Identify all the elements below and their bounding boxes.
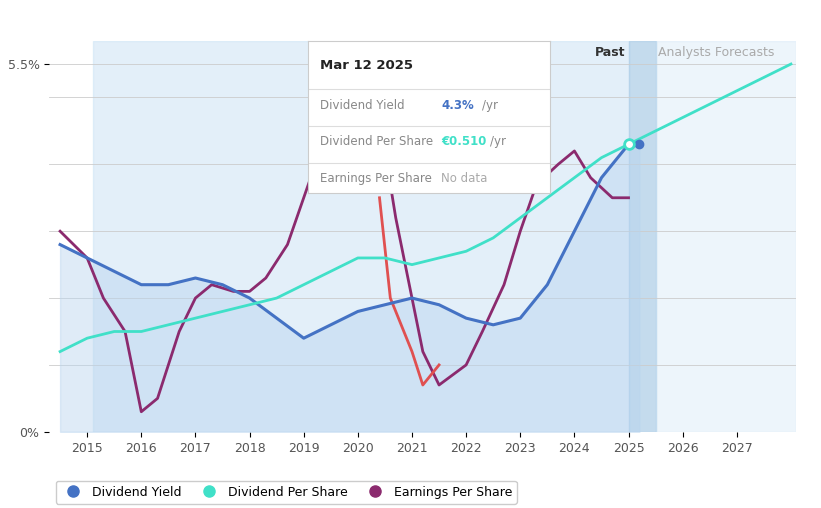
Text: Dividend Yield: Dividend Yield [320, 99, 405, 112]
Text: /yr: /yr [482, 99, 498, 112]
Text: Analysts Forecasts: Analysts Forecasts [658, 46, 775, 59]
Text: €0.510: €0.510 [441, 135, 487, 148]
Bar [656, 41, 796, 432]
Bar [629, 41, 656, 432]
Text: /yr: /yr [489, 135, 506, 148]
Text: No data: No data [441, 172, 488, 185]
Text: 4.3%: 4.3% [441, 99, 474, 112]
Text: Past: Past [595, 46, 626, 59]
Text: Dividend Per Share: Dividend Per Share [320, 135, 433, 148]
Legend: Dividend Yield, Dividend Per Share, Earnings Per Share: Dividend Yield, Dividend Per Share, Earn… [56, 481, 517, 504]
Text: Earnings Per Share: Earnings Per Share [320, 172, 432, 185]
Bar [93, 41, 629, 432]
Text: Mar 12 2025: Mar 12 2025 [320, 59, 413, 72]
